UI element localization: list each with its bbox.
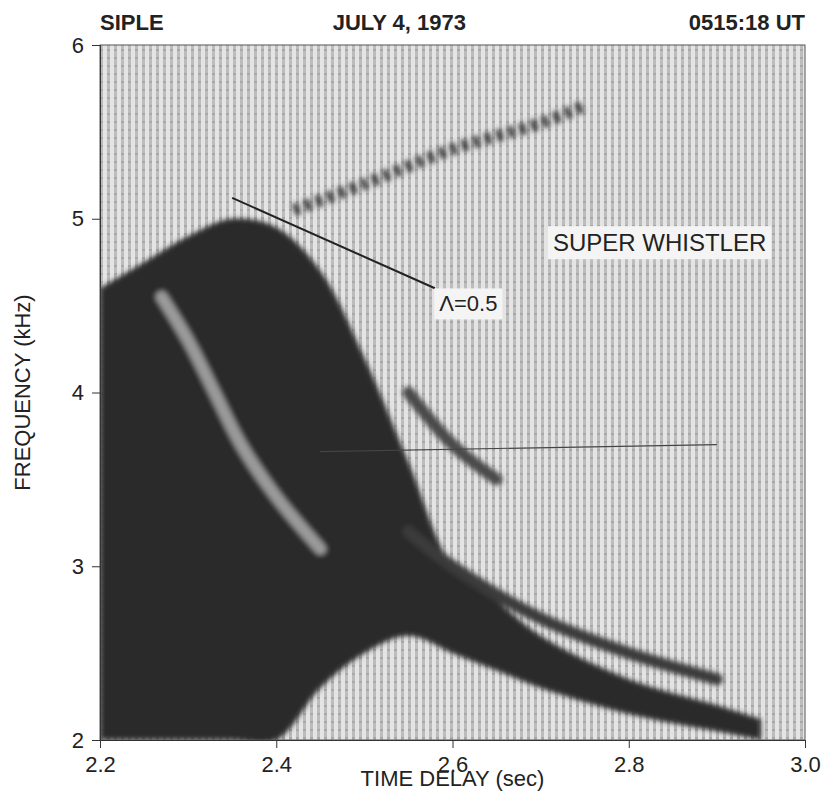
tick-label: 5 — [72, 206, 84, 231]
tick: 5 — [72, 206, 100, 231]
spectral-traces — [100, 106, 761, 740]
chart: 2.22.42.62.83.023456SUPER WHISTLERΛ=0.5T… — [0, 0, 840, 796]
tick-mark — [92, 740, 100, 741]
tick-label: 2 — [72, 728, 84, 753]
tick-label: 6 — [72, 33, 84, 58]
whistler-trace — [408, 393, 496, 480]
axis-line — [92, 46, 101, 741]
header-text: JULY 4, 1973 — [333, 10, 466, 35]
emission-area — [100, 218, 761, 740]
tick-label: 3 — [72, 554, 84, 579]
annotations: SUPER WHISTLER Λ=0.5 — [434, 226, 771, 319]
plot-frame — [100, 45, 805, 740]
tick: 6 — [72, 33, 100, 58]
tick-label: 2.2 — [85, 752, 116, 777]
tick-mark — [92, 219, 100, 220]
tick: 2 — [72, 728, 100, 753]
x-axis-title: TIME DELAY (sec) — [361, 766, 545, 791]
whistler-trace — [294, 106, 585, 210]
tick: 4 — [72, 380, 100, 405]
annotation-text: SUPER WHISTLER — [553, 229, 766, 256]
tick-mark — [453, 740, 454, 748]
header-text: SIPLE — [100, 10, 164, 35]
tick-mark — [100, 740, 101, 748]
tick-label: 3.0 — [790, 752, 821, 777]
y-axis: 2 3 4 5 6 — [72, 33, 101, 753]
tick-mark — [92, 45, 100, 46]
header-text: 0515:18 UT — [689, 10, 806, 35]
tick-label: 4 — [72, 380, 84, 405]
tick-mark — [92, 566, 100, 567]
tick-mark — [276, 740, 277, 748]
tick: 3 — [72, 554, 100, 579]
marks — [100, 106, 761, 740]
tick-mark — [92, 393, 100, 394]
axis-line — [101, 741, 806, 749]
tick-mark — [805, 740, 806, 748]
annotation-text: Λ=0.5 — [439, 291, 497, 316]
tick: 3.0 — [790, 740, 821, 777]
annotation-line — [232, 198, 435, 288]
annotation-line — [320, 445, 717, 452]
tick: 2.2 — [85, 740, 116, 777]
y-axis-title: FREQUENCY (kHz) — [10, 294, 35, 490]
whistler-trace — [162, 297, 321, 549]
tick-label: 2.4 — [261, 752, 292, 777]
plot: 2.22.42.62.83.023456SUPER WHISTLERΛ=0.5 — [72, 33, 821, 777]
annotation-background — [548, 226, 771, 259]
tick: 2.8 — [614, 740, 645, 777]
tick-label: 2.8 — [614, 752, 645, 777]
tick: 2.4 — [261, 740, 292, 777]
annotation-background — [434, 288, 502, 319]
whistler-trace — [408, 532, 716, 680]
tick-mark — [629, 740, 630, 748]
